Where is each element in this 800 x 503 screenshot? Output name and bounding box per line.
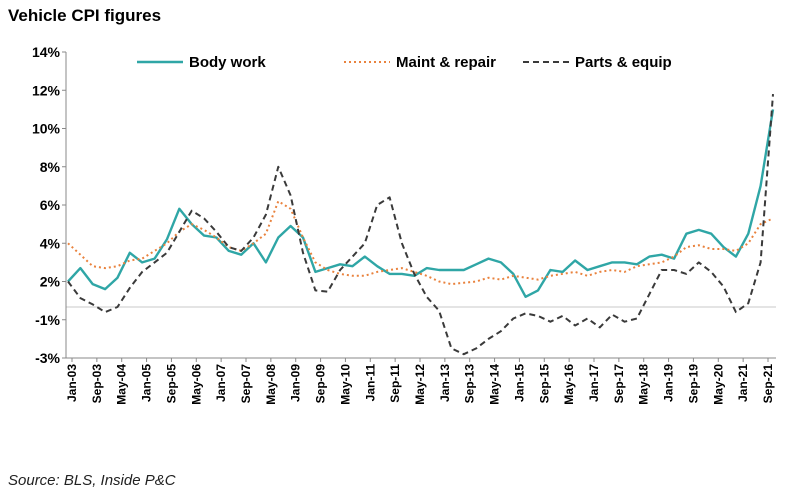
x-axis-ticks: Jan-03 Sep-03 May-04 Jan-05 Sep-05 May-06 Jan-… <box>65 358 775 405</box>
series-lines <box>67 94 775 356</box>
x-tick-label: Sep-11 <box>388 364 402 403</box>
source-note: Source: BLS, Inside P&C <box>8 472 176 489</box>
x-tick-label: May-14 <box>488 364 502 405</box>
x-tick-label: Jan-15 <box>512 364 526 402</box>
x-tick-label: Sep-17 <box>612 364 626 404</box>
x-tick-label: Sep-07 <box>239 364 253 404</box>
x-tick-label: May-12 <box>413 364 427 405</box>
x-tick-label: Jan-17 <box>587 364 601 402</box>
x-tick-label: May-16 <box>562 364 576 405</box>
x-tick-label: Jan-05 <box>140 364 154 402</box>
x-tick-label: Jan-09 <box>289 364 303 402</box>
x-tick-label: Jan-11 <box>363 364 377 402</box>
y-tick-label: 2% <box>40 274 61 290</box>
x-tick-label: May-18 <box>637 364 651 405</box>
x-tick-label: Sep-03 <box>90 364 104 404</box>
y-tick-label: 12% <box>32 82 61 98</box>
axes <box>65 52 776 359</box>
y-tick-label: 4% <box>40 235 61 251</box>
y-tick-label: 8% <box>40 159 61 175</box>
legend-label: Maint & repair <box>396 54 496 71</box>
x-tick-label: May-20 <box>711 364 725 405</box>
x-tick-label: May-08 <box>264 364 278 405</box>
y-tick-label: 10% <box>32 121 61 137</box>
series-line-body-work <box>67 109 775 298</box>
y-tick-label: -3% <box>35 350 60 366</box>
legend-label: Parts & equip <box>575 54 672 71</box>
x-tick-label: Sep-09 <box>314 364 328 404</box>
x-tick-label: Sep-19 <box>686 364 700 404</box>
x-tick-label: Jan-19 <box>662 364 676 402</box>
x-tick-label: Jan-03 <box>65 364 79 402</box>
legend-label: Body work <box>189 54 266 71</box>
chart-title: Vehicle CPI figures <box>8 6 162 25</box>
x-tick-label: May-10 <box>338 364 352 405</box>
x-tick-label: May-04 <box>115 364 129 405</box>
y-tick-label: 14% <box>32 44 61 60</box>
series-line-maint-repair <box>67 200 774 286</box>
y-tick-label: 6% <box>40 197 61 213</box>
y-tick-label: -1% <box>35 312 60 328</box>
x-tick-label: Sep-15 <box>537 364 551 404</box>
y-axis-ticks: -3% -1% 2% 4% 6% 8% 10% 12% 14% <box>32 44 66 366</box>
series-line-parts-equip <box>67 94 774 356</box>
x-tick-label: Jan-07 <box>214 364 228 402</box>
x-tick-label: Jan-21 <box>736 364 750 402</box>
x-tick-label: May-06 <box>189 364 203 405</box>
x-tick-label: Jan-13 <box>438 364 452 402</box>
x-tick-label: Sep-13 <box>463 364 477 404</box>
x-tick-label: Sep-21 <box>761 364 775 404</box>
x-tick-label: Sep-05 <box>164 364 178 404</box>
legend: Body work Maint & repair Parts & equip <box>137 54 672 71</box>
